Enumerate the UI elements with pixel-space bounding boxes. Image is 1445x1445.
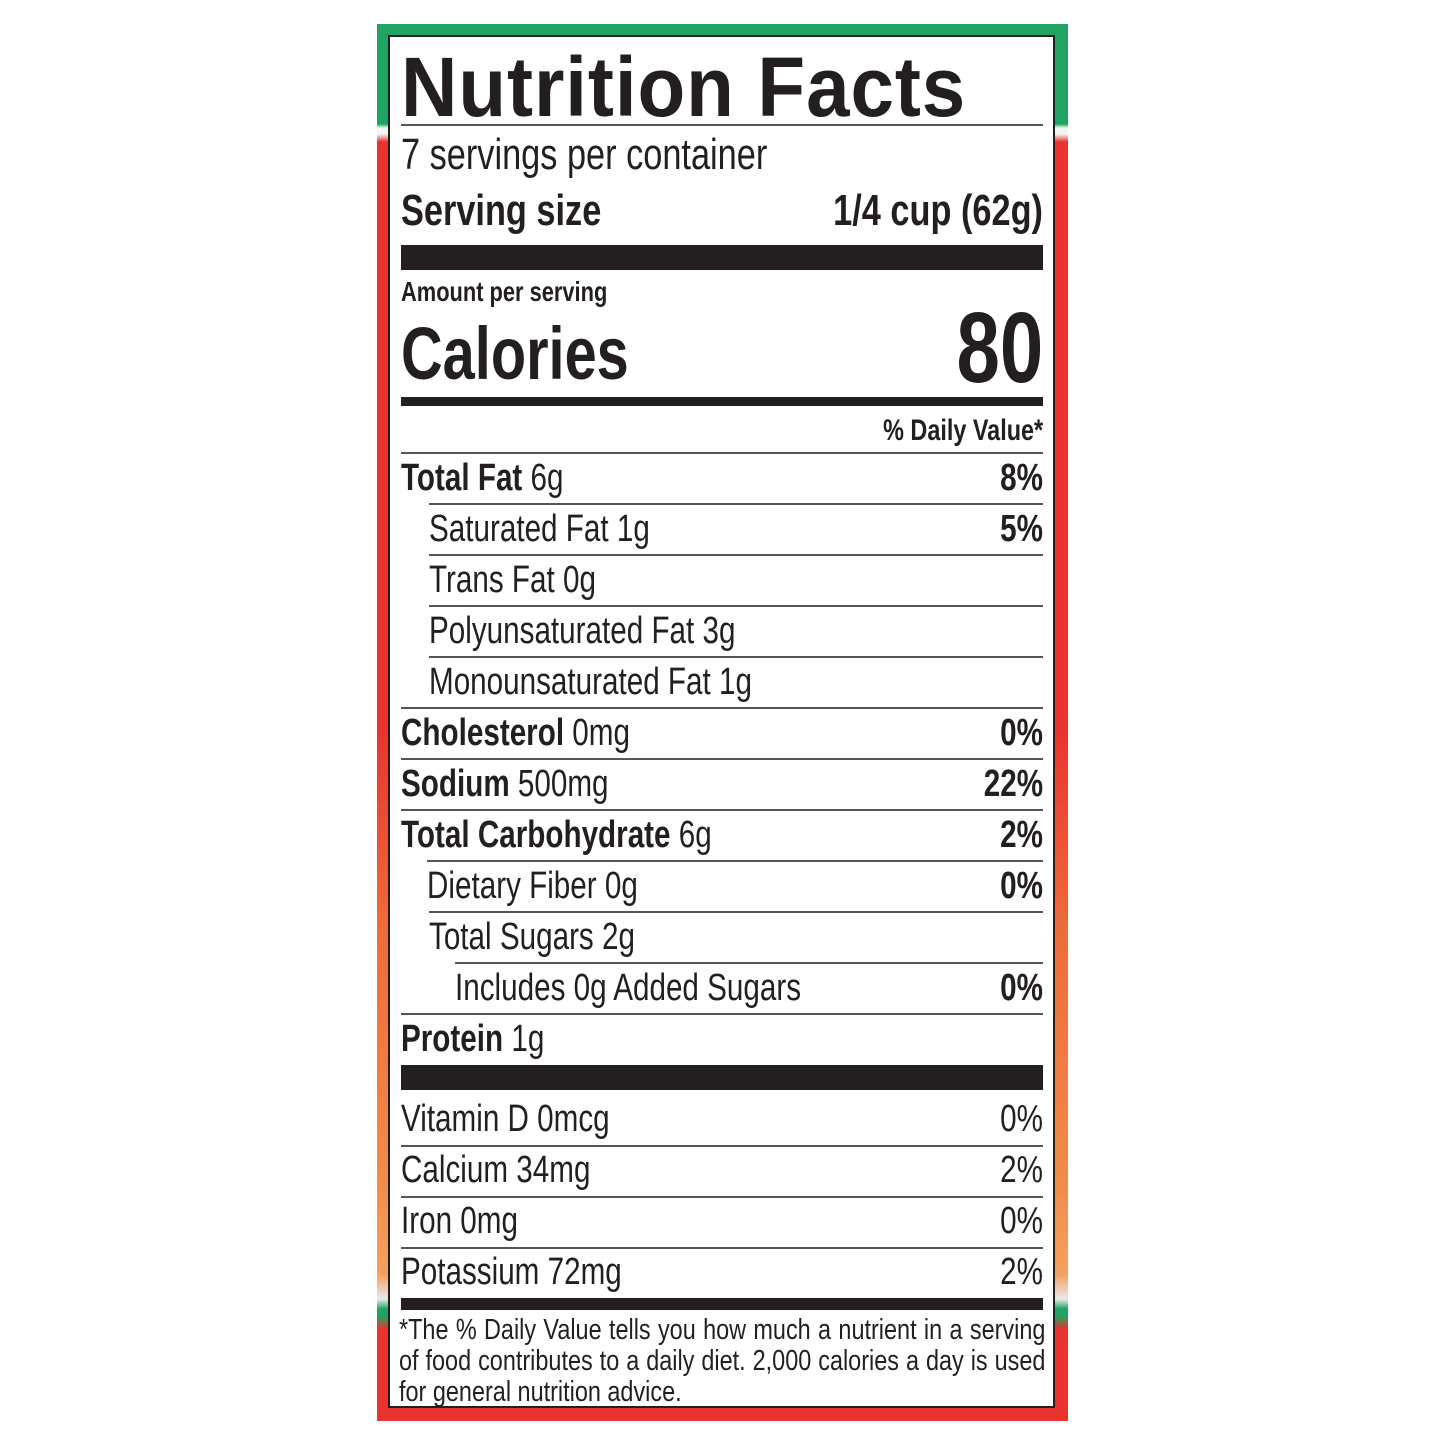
divider bbox=[429, 503, 1043, 505]
nutrient-amount: 1g bbox=[511, 1018, 545, 1060]
medium-divider bbox=[401, 397, 1043, 406]
nutrient-amount: 2g bbox=[602, 916, 635, 958]
nutrient-amount: 6g bbox=[678, 814, 712, 856]
nutrient-name: Sodium bbox=[401, 763, 510, 805]
nutrient-name: Total Fat bbox=[401, 457, 523, 499]
divider bbox=[429, 554, 1043, 556]
divider bbox=[455, 962, 1043, 964]
title: Nutrition Facts bbox=[401, 40, 967, 134]
nutrient-amount: 3g bbox=[702, 610, 736, 652]
nutrient-daily-value: 0% bbox=[1000, 865, 1043, 907]
vitamin-daily-value: 0% bbox=[1000, 1200, 1043, 1242]
nutrient-amount: 0g bbox=[604, 865, 638, 907]
nutrient-name: Total Sugars bbox=[429, 916, 594, 958]
servings-per-container: 7 servings per container bbox=[401, 130, 768, 179]
vitamin-daily-value: 0% bbox=[1000, 1098, 1043, 1140]
nutrient-daily-value: 0% bbox=[1000, 967, 1043, 1009]
amount-per-serving: Amount per serving bbox=[401, 276, 608, 307]
divider bbox=[401, 1013, 1043, 1015]
nutrient-amount: 500mg bbox=[517, 763, 609, 805]
nutrient-name: Dietary Fiber bbox=[427, 865, 597, 907]
divider bbox=[401, 452, 1043, 454]
nutrient-daily-value: 5% bbox=[1000, 508, 1043, 550]
vitamin-daily-value: 2% bbox=[1000, 1149, 1043, 1191]
divider bbox=[401, 707, 1043, 709]
nutrient-amount: 6g bbox=[530, 457, 564, 499]
divider bbox=[401, 124, 1043, 126]
vitamin-label: Calcium 34mg bbox=[401, 1149, 591, 1191]
nutrient-daily-value: 2% bbox=[1000, 814, 1043, 856]
divider bbox=[429, 605, 1043, 607]
divider bbox=[429, 656, 1043, 658]
medium-divider bbox=[401, 1298, 1043, 1310]
serving-size-label: Serving size bbox=[401, 186, 602, 235]
divider bbox=[427, 860, 1043, 862]
nutrient-name: Total Carbohydrate bbox=[401, 814, 671, 856]
divider bbox=[401, 758, 1043, 760]
nutrient-amount: 0g bbox=[562, 559, 596, 601]
vitamin-label: Vitamin D 0mcg bbox=[401, 1098, 610, 1140]
calories-value: 80 bbox=[956, 292, 1043, 404]
vitamin-label: Iron 0mg bbox=[401, 1200, 518, 1242]
divider bbox=[429, 911, 1043, 913]
calories-label: Calories bbox=[401, 312, 629, 395]
nutrient-name: Monounsaturated Fat bbox=[429, 661, 711, 703]
serving-size-value: 1/4 cup (62g) bbox=[833, 186, 1043, 235]
vitamin-label: Potassium 72mg bbox=[401, 1251, 622, 1293]
nutrient-amount: 1g bbox=[616, 508, 650, 550]
divider bbox=[401, 1247, 1043, 1249]
nutrient-name: Trans Fat bbox=[429, 559, 555, 601]
nutrient-amount: 0mg bbox=[572, 712, 630, 754]
thick-divider bbox=[401, 245, 1043, 270]
nutrient-daily-value: 22% bbox=[983, 763, 1043, 805]
nutrient-name: Protein bbox=[401, 1018, 504, 1060]
nutrient-name: Polyunsaturated Fat bbox=[429, 610, 695, 652]
nutrient-name: Saturated Fat bbox=[429, 508, 609, 550]
nutrient-name: Cholesterol bbox=[401, 712, 565, 754]
nutrient-amount: 1g bbox=[719, 661, 752, 703]
divider bbox=[401, 809, 1043, 811]
daily-value-header: % Daily Value* bbox=[883, 414, 1043, 447]
nutrient-daily-value: 0% bbox=[1000, 712, 1043, 754]
nutrient-daily-value: 8% bbox=[1000, 457, 1043, 499]
thick-divider bbox=[401, 1065, 1043, 1090]
divider bbox=[401, 1196, 1043, 1198]
nutrient-name: Includes 0g Added Sugars bbox=[455, 967, 802, 1009]
footnote: *The % Daily Value tells you how much a … bbox=[399, 1314, 1046, 1408]
divider bbox=[401, 1145, 1043, 1147]
vitamin-daily-value: 2% bbox=[1000, 1251, 1043, 1293]
